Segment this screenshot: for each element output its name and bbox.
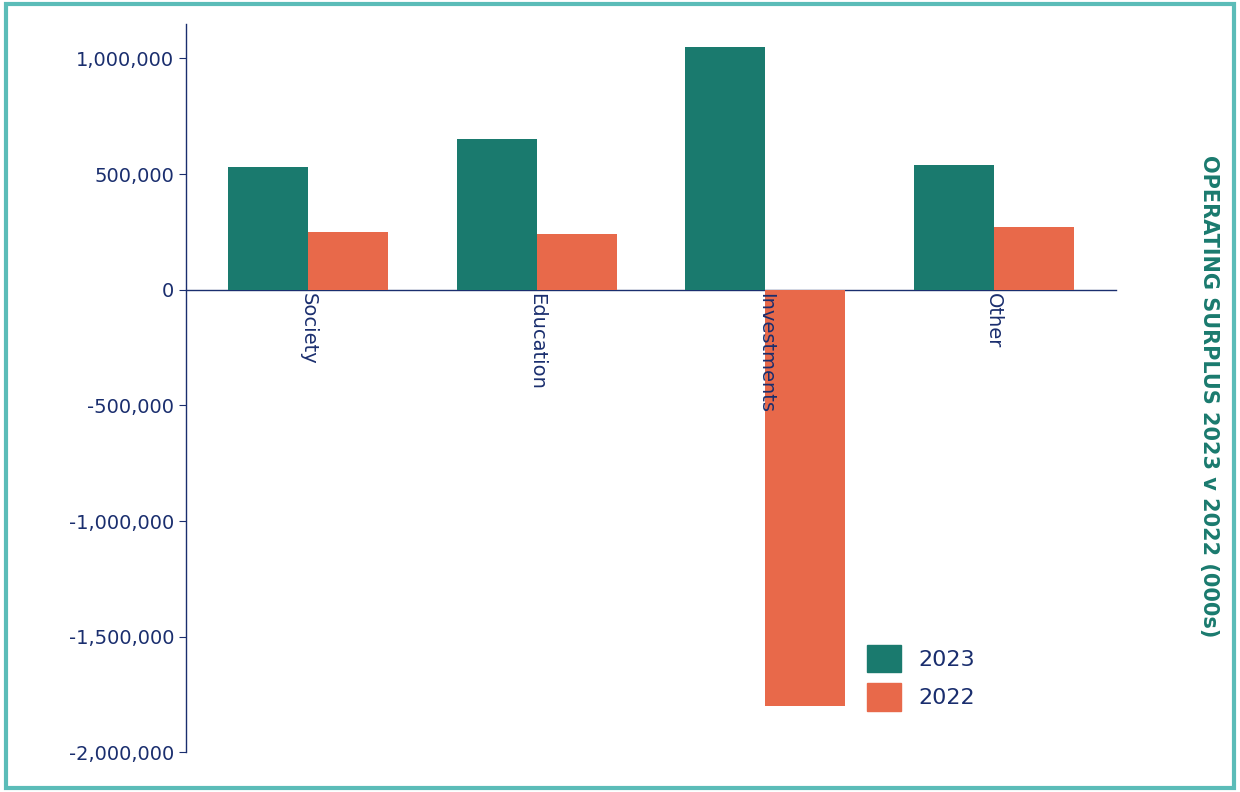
- Bar: [914, 165, 993, 290]
- Bar: [456, 139, 537, 290]
- Legend: 2023, 2022: 2023, 2022: [858, 636, 985, 719]
- Text: Investments: Investments: [755, 293, 775, 413]
- Bar: [686, 47, 765, 290]
- Text: OPERATING SURPLUS 2023 v 2022 (000s): OPERATING SURPLUS 2023 v 2022 (000s): [1199, 154, 1219, 638]
- Text: Society: Society: [299, 293, 317, 365]
- Text: Other: Other: [985, 293, 1003, 348]
- Text: Education: Education: [527, 293, 547, 390]
- Bar: [309, 232, 388, 290]
- Bar: [537, 234, 616, 290]
- Bar: [993, 227, 1074, 290]
- Bar: [765, 290, 846, 706]
- Bar: [228, 167, 309, 290]
